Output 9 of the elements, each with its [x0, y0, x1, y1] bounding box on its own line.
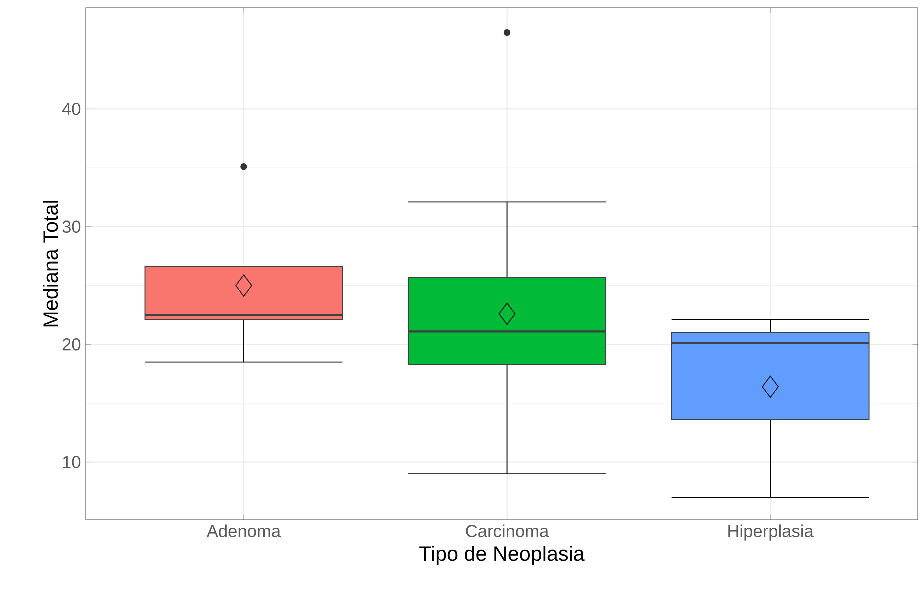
y-tick-label: 10 [63, 456, 81, 468]
x-axis-title: Tipo de Neoplasia [420, 546, 585, 566]
x-tick-label: Hiperplasia [728, 524, 814, 541]
y-axis-title: Mediana Total [43, 201, 58, 327]
y-tick-label: 20 [62, 338, 81, 351]
x-tick-label: Adenoma [206, 524, 282, 538]
y-tick-label: 30 [62, 220, 81, 234]
x-tick-label: Carcinoma [466, 524, 550, 538]
y-tick-label: 40 [62, 103, 81, 116]
